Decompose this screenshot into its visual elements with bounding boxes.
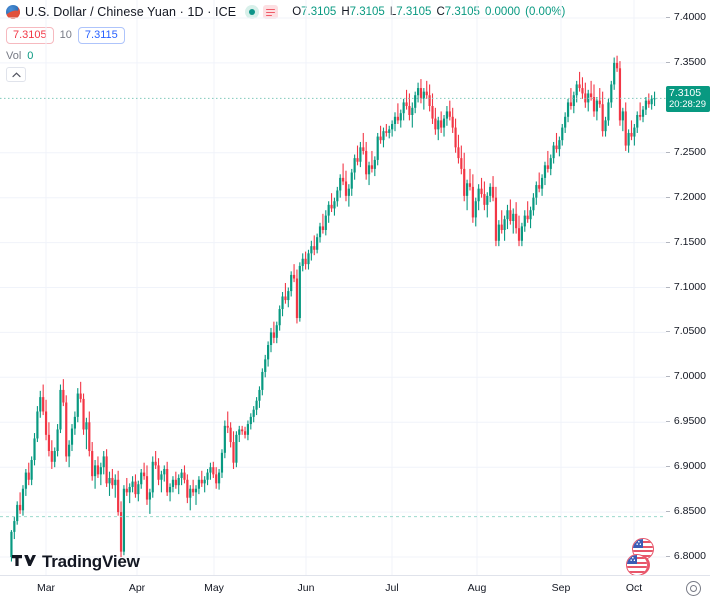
time-tick: Aug: [467, 582, 487, 594]
open-label: O: [292, 5, 302, 18]
time-tick: Mar: [36, 582, 56, 594]
current-price-value: 7.3105: [669, 87, 702, 100]
tradingview-watermark: TradingView: [12, 552, 140, 572]
price-tick-dash: [666, 151, 670, 153]
indicator-badges-row: 7.3105 10 7.3115: [6, 25, 666, 45]
price-tick-dash: [666, 331, 670, 333]
price-tick-dash: [666, 511, 670, 513]
price-tick: 7.1000: [666, 281, 710, 293]
chart-settings-gear-icon[interactable]: [686, 581, 701, 596]
time-tick: Sep: [551, 582, 571, 594]
market-status-dot-icon[interactable]: [245, 4, 260, 19]
tradingview-logo-icon: [12, 554, 36, 566]
price-tick-dash: [666, 241, 670, 243]
time-tick: May: [204, 582, 224, 594]
flag-stripes-2: [627, 555, 647, 575]
low-price-pill[interactable]: 7.3105: [6, 26, 54, 44]
flag-canton-2: [627, 555, 637, 564]
price-tick: 7.4000: [666, 11, 710, 23]
time-tick: Oct: [625, 582, 643, 594]
chevron-up-icon: [11, 71, 21, 77]
time-tick: Jun: [297, 582, 315, 594]
high-value: 7.3105: [349, 5, 385, 18]
price-tick: 7.0000: [666, 370, 710, 382]
high-price-pill[interactable]: 7.3115: [77, 26, 125, 44]
flag-circle-2: [626, 554, 648, 576]
current-price-time: 20:28:29: [669, 99, 706, 111]
chart-gridlines: [0, 0, 666, 575]
price-axis[interactable]: 7.4000 7.3500 7.2500 7.2000 7.1500 7.1000 7.05…: [666, 0, 710, 575]
change-value: 0.0000: [484, 5, 521, 18]
high-label: H: [341, 5, 350, 18]
collapse-legend-button[interactable]: [6, 67, 26, 82]
time-axis[interactable]: Mar Apr May Jun Jul Aug Sep Oct: [0, 575, 710, 600]
price-tick-dash: [666, 376, 670, 378]
current-price-badge[interactable]: 7.3105 20:28:29: [666, 86, 710, 113]
time-tick: Jul: [385, 582, 399, 594]
price-tick-dash: [666, 556, 670, 557]
open-value: 7.3105: [301, 5, 337, 18]
us-flag-badge-stack-icon[interactable]: [626, 554, 650, 576]
volume-row: Vol 0: [6, 48, 666, 64]
price-tick: 7.0500: [666, 325, 710, 337]
price-tick-dash: [666, 196, 670, 198]
price-tick-dash: [666, 286, 670, 288]
ohlc-values: O7.3105 H7.3105 L7.3105 C7.3105 0.0000 (0.00%…: [292, 6, 565, 18]
price-tick-dash: [666, 17, 670, 18]
low-value: 7.3105: [396, 5, 432, 18]
chart-menu-icon[interactable]: [263, 4, 279, 19]
price-tick: 7.2000: [666, 191, 710, 203]
price-tick: 6.8500: [666, 505, 710, 517]
volume-value: 0: [27, 50, 34, 62]
close-label: C: [436, 5, 445, 18]
low-label: L: [389, 5, 397, 18]
price-tick: 7.1500: [666, 236, 710, 248]
close-value: 7.3105: [444, 5, 480, 18]
symbol-logo-icon: [6, 4, 20, 19]
price-tick: 7.2500: [666, 146, 710, 158]
price-tick: 7.3500: [666, 56, 710, 68]
volume-label: Vol: [6, 50, 22, 62]
price-tick: 6.8000: [666, 550, 710, 562]
symbol-row: U.S. Dollar / Chinese Yuan · 1D · ICE O7…: [6, 3, 666, 20]
price-tick-dash: [666, 421, 670, 423]
chart-legend: U.S. Dollar / Chinese Yuan · 1D · ICE O7…: [6, 3, 666, 82]
time-tick: Apr: [128, 582, 146, 594]
price-tick-dash: [666, 466, 670, 468]
price-tick-dash: [666, 61, 670, 63]
watermark-text: TradingView: [42, 552, 140, 571]
symbol-title[interactable]: U.S. Dollar / Chinese Yuan · 1D · ICE: [25, 4, 237, 19]
chart-plot-area[interactable]: [0, 0, 666, 575]
price-tick: 6.9000: [666, 460, 710, 472]
candlestick-series: [0, 55, 666, 562]
change-percent: (0.00%): [525, 5, 566, 18]
price-tick: 6.9500: [666, 415, 710, 427]
indicator-length[interactable]: 10: [59, 29, 72, 41]
flag-canton-1: [633, 539, 643, 548]
floating-flag-badges: [626, 538, 660, 580]
